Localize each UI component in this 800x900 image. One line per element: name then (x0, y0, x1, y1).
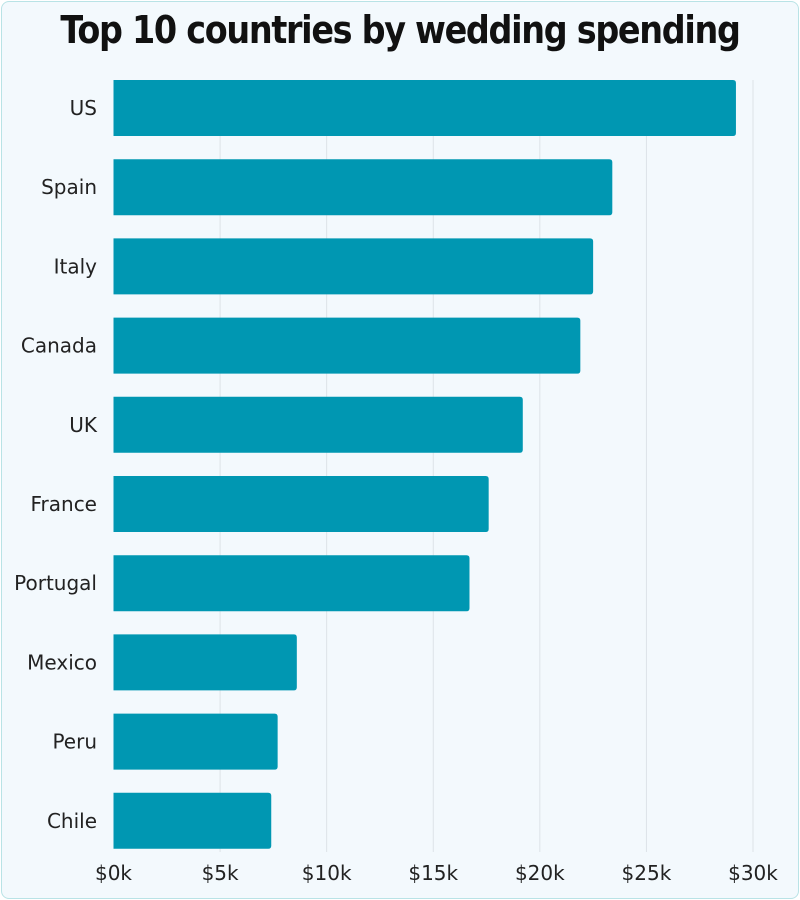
bar-portugal (113, 555, 470, 612)
bar-peru (113, 713, 278, 770)
bar-mexico (113, 634, 297, 691)
y-tick-label: Canada (21, 334, 97, 358)
x-tick-label: $20k (515, 861, 565, 885)
x-tick-label: $0k (95, 861, 132, 885)
bar-spain (113, 159, 613, 216)
y-tick-label: France (30, 492, 97, 516)
x-tick-label: $30k (728, 861, 778, 885)
y-tick-label: Spain (41, 175, 97, 199)
chart-title: Top 10 countries by wedding spending (60, 8, 741, 52)
y-tick-label: Chile (47, 809, 97, 833)
x-tick-label: $25k (622, 861, 672, 885)
x-tick-label: $15k (408, 861, 458, 885)
bar-france (113, 476, 489, 532)
y-tick-label: Italy (54, 254, 98, 278)
y-tick-label: UK (69, 413, 98, 437)
x-tick-label: $10k (302, 861, 352, 885)
bar-italy (113, 238, 594, 295)
bar-us (113, 80, 736, 136)
bar-canada (113, 317, 581, 374)
y-tick-label: US (70, 96, 97, 120)
y-tick-label: Mexico (27, 650, 97, 674)
y-tick-label: Peru (52, 730, 97, 754)
bar-chile (113, 792, 272, 849)
x-tick-label: $5k (202, 861, 239, 885)
bar-uk (113, 396, 523, 453)
y-tick-label: Portugal (14, 571, 97, 595)
